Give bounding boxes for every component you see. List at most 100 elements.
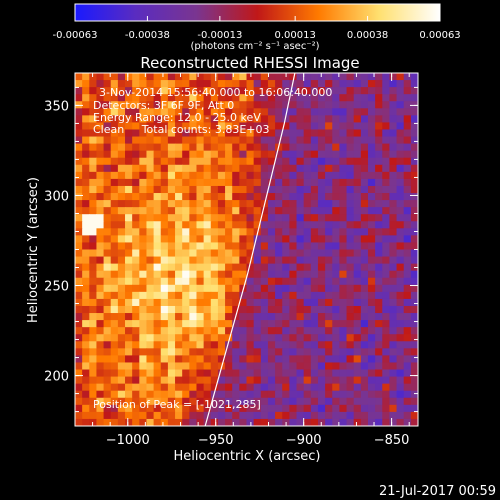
heatmap-cell bbox=[375, 270, 383, 279]
heatmap-cell bbox=[275, 157, 283, 166]
heatmap-cell bbox=[196, 235, 205, 244]
heatmap-cell bbox=[103, 171, 112, 180]
heatmap-cell bbox=[203, 390, 212, 399]
heatmap-cell bbox=[267, 298, 276, 307]
heatmap-cell bbox=[82, 242, 90, 251]
heatmap-cell bbox=[232, 235, 240, 244]
heatmap-cell bbox=[125, 298, 133, 307]
heatmap-cell bbox=[260, 143, 269, 152]
heatmap-cell bbox=[325, 327, 333, 335]
heatmap-cell bbox=[275, 341, 283, 349]
heatmap-cell bbox=[203, 193, 212, 201]
heatmap-cell bbox=[117, 242, 126, 251]
heatmap-cell bbox=[325, 122, 333, 131]
heatmap-cell bbox=[410, 143, 418, 152]
heatmap-cell bbox=[82, 404, 90, 413]
heatmap-cell bbox=[375, 348, 383, 356]
heatmap-cell bbox=[182, 270, 190, 279]
heatmap-cell bbox=[132, 157, 140, 166]
heatmap-cell bbox=[282, 376, 290, 385]
heatmap-cell bbox=[296, 298, 305, 307]
heatmap-cell bbox=[339, 277, 348, 286]
heatmap-cell bbox=[96, 383, 105, 392]
heatmap-cell bbox=[375, 341, 383, 349]
heatmap-cell bbox=[346, 355, 355, 364]
heatmap-cell bbox=[96, 334, 105, 342]
heatmap-cell bbox=[110, 298, 119, 307]
heatmap-cell bbox=[110, 256, 119, 265]
heatmap-cell bbox=[175, 355, 183, 364]
heatmap-cell bbox=[389, 101, 398, 109]
heatmap-cell bbox=[210, 242, 219, 251]
heatmap-cell bbox=[296, 376, 305, 385]
heatmap-cell bbox=[182, 383, 190, 392]
heatmap-cell bbox=[360, 207, 369, 215]
heatmap-cell bbox=[167, 150, 176, 159]
heatmap-cell bbox=[160, 284, 169, 293]
x-axis-label: Heliocentric X (arcsec) bbox=[174, 449, 321, 464]
heatmap-cell bbox=[110, 94, 119, 102]
heatmap-cell bbox=[282, 80, 290, 88]
heatmap-cell bbox=[375, 115, 383, 124]
heatmap-cell bbox=[153, 284, 162, 293]
heatmap-cell bbox=[196, 115, 205, 124]
heatmap-cell bbox=[396, 320, 405, 328]
heatmap-cell bbox=[117, 284, 126, 293]
heatmap-cell bbox=[289, 101, 298, 109]
heatmap-cell bbox=[110, 228, 119, 236]
heatmap-cell bbox=[382, 108, 391, 116]
heatmap-cell bbox=[375, 397, 383, 406]
heatmap-cell bbox=[360, 228, 369, 236]
heatmap-cell bbox=[75, 80, 83, 88]
heatmap-cell bbox=[303, 270, 312, 279]
heatmap-cell bbox=[110, 73, 119, 81]
heatmap-cell bbox=[196, 263, 205, 272]
heatmap-cell bbox=[275, 221, 283, 229]
heatmap-cell bbox=[296, 178, 305, 187]
heatmap-cell bbox=[239, 108, 248, 116]
heatmap-cell bbox=[253, 298, 262, 307]
heatmap-cell bbox=[132, 263, 140, 272]
heatmap-cell bbox=[189, 313, 198, 321]
heatmap-cell bbox=[360, 108, 369, 116]
heatmap-cell bbox=[96, 122, 105, 131]
heatmap-cell bbox=[139, 348, 148, 356]
heatmap-cell bbox=[167, 313, 176, 321]
heatmap-cell bbox=[282, 115, 290, 124]
heatmap-cell bbox=[153, 320, 162, 328]
heatmap-cell bbox=[96, 228, 105, 236]
heatmap-cell bbox=[189, 397, 198, 406]
heatmap-cell bbox=[275, 228, 283, 236]
heatmap-cell bbox=[146, 115, 155, 124]
heatmap-cell bbox=[160, 390, 169, 399]
heatmap-cell bbox=[303, 348, 312, 356]
y-tick-label: 250 bbox=[44, 280, 69, 295]
heatmap-cell bbox=[153, 376, 162, 385]
heatmap-cell bbox=[410, 80, 418, 88]
heatmap-cell bbox=[267, 284, 276, 293]
heatmap-cell bbox=[389, 383, 398, 392]
heatmap-cell bbox=[232, 150, 240, 159]
heatmap-cell bbox=[139, 164, 148, 173]
heatmap-cell bbox=[117, 143, 126, 152]
heatmap-cell bbox=[139, 418, 148, 426]
heatmap-cell bbox=[189, 305, 198, 314]
heatmap-cell bbox=[303, 397, 312, 406]
heatmap-cell bbox=[225, 348, 233, 356]
heatmap-cell bbox=[125, 397, 133, 406]
heatmap-cell bbox=[367, 228, 376, 236]
heatmap-cell bbox=[96, 242, 105, 251]
heatmap-cell bbox=[239, 228, 248, 236]
heatmap-cell bbox=[196, 397, 205, 406]
heatmap-cell bbox=[225, 207, 233, 215]
heatmap-cell bbox=[217, 171, 226, 180]
heatmap-cell bbox=[117, 87, 126, 95]
heatmap-cell bbox=[167, 390, 176, 399]
heatmap-cell bbox=[346, 80, 355, 88]
heatmap-cell bbox=[253, 256, 262, 265]
heatmap-cell bbox=[117, 235, 126, 244]
heatmap-cell bbox=[189, 207, 198, 215]
heatmap-cell bbox=[332, 178, 340, 187]
heatmap-cell bbox=[125, 193, 133, 201]
heatmap-cell bbox=[382, 263, 391, 272]
